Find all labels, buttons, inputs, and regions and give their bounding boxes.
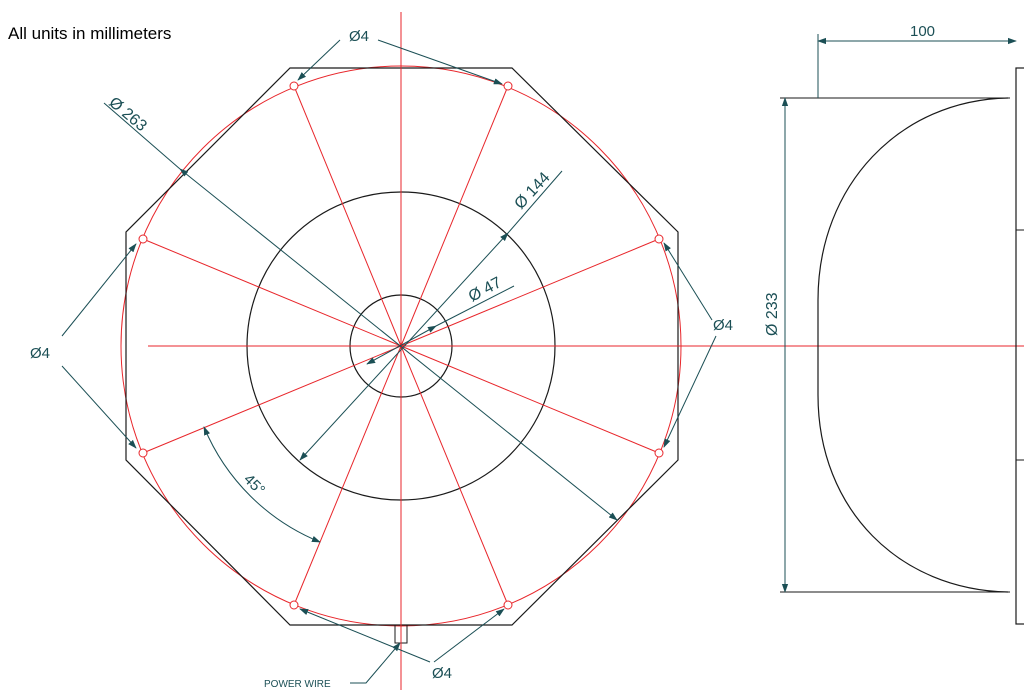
hole-right-upper [655, 235, 663, 243]
dim-144-label: Ø 144 [511, 169, 553, 213]
side-view: Ø 233 100 [764, 23, 1024, 624]
angle-label: 45° [240, 471, 268, 499]
dimension-lines [62, 40, 716, 683]
hole-left-upper [139, 235, 147, 243]
hole-bottom-left [290, 601, 298, 609]
hole-right-lower [655, 449, 663, 457]
hole-label-left: Ø4 [30, 345, 50, 362]
center-lines [143, 12, 1024, 690]
dim-263-label: Ø 263 [105, 94, 149, 135]
dim-100-label: 100 [910, 23, 935, 40]
hole-top-right [504, 82, 512, 90]
side-profile [818, 98, 1008, 592]
hole-left-lower [139, 449, 147, 457]
dim-233-label: Ø 233 [764, 292, 781, 336]
dim-263-line [180, 169, 617, 520]
hole-top-left [290, 82, 298, 90]
hole-label-top: Ø4 [349, 28, 369, 45]
hole-label-right: Ø4 [713, 317, 733, 334]
power-wire-leader [350, 643, 400, 683]
hole-label-bottom: Ø4 [432, 665, 452, 682]
front-view: Ø 263 Ø 144 Ø 47 45° Ø4 Ø4 Ø4 Ø4 POWER W… [30, 12, 1024, 690]
hole-bottom-right [504, 601, 512, 609]
power-wire-label: POWER WIRE [264, 679, 331, 690]
